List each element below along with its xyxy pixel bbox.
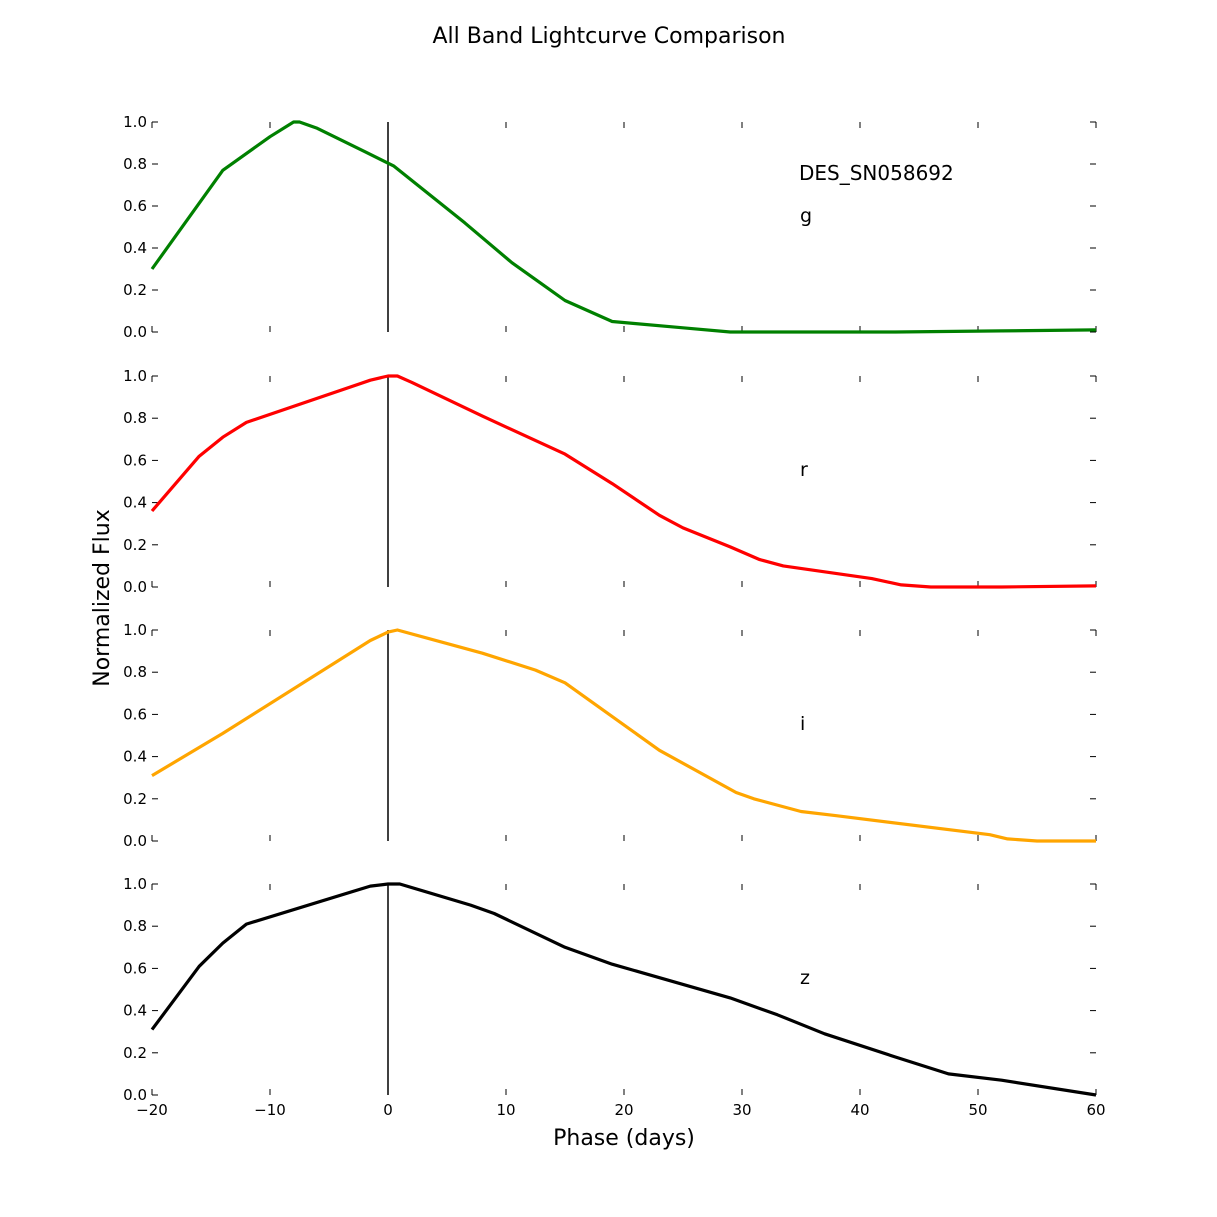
y-tick-label: 1.0 [123,875,147,893]
y-axis-label: Normalized Flux [90,509,115,686]
panel-g: 0.0 0.2 0.4 0.6 0.8 1.0 g DES_SN058692 [123,113,1097,341]
figure-title: All Band Lightcurve Comparison [433,24,786,49]
y-tick-label: 1.0 [123,621,147,639]
y-tick-label: 0.8 [123,155,147,173]
band-label-r: r [800,459,808,481]
x-tick-label: 20 [614,1101,633,1119]
panel-r: 0.0 0.2 0.4 0.6 0.8 1.0 r [123,367,1097,596]
y-tick-label: 0.0 [123,578,147,596]
x-tick-label: −20 [136,1101,168,1119]
y-tick-label: 0.0 [123,1086,147,1104]
y-tick-label: 0.2 [123,281,147,299]
lightcurve-line-z [150,882,1097,1097]
x-tick-label: 30 [732,1101,751,1119]
lightcurve-line-i [151,628,1096,843]
y-tick-label: 0.6 [123,705,147,723]
y-tick-label: 0.8 [123,409,147,427]
lightcurve-line-r [150,374,1097,589]
x-tick-label: 0 [383,1101,393,1119]
x-tick-label: −10 [254,1101,286,1119]
panel-z: 0.0 0.2 0.4 0.6 0.8 1.0 z [123,875,1097,1104]
x-tick-label: 60 [1086,1101,1105,1119]
y-tick-label: 0.2 [123,536,147,554]
y-tick-label: 1.0 [123,113,147,131]
lightcurve-line-g [150,120,1097,334]
x-tick-label: 40 [850,1101,869,1119]
x-tick-label: 10 [496,1101,515,1119]
y-tick-label: 0.4 [123,1002,147,1020]
y-tick-label: 0.2 [123,790,147,808]
y-tick-label: 0.0 [123,323,147,341]
y-tick-label: 0.6 [123,451,147,469]
band-label-i: i [800,713,805,735]
y-tick-label: 0.8 [123,917,147,935]
band-label-z: z [800,967,810,989]
y-tick-label: 0.4 [123,239,147,257]
band-label-g: g [800,205,812,227]
y-tick-label: 0.4 [123,748,147,766]
x-tick-label: 50 [968,1101,987,1119]
object-name-label: DES_SN058692 [799,161,954,185]
panels-group: 0.0 0.2 0.4 0.6 0.8 1.0 g DES_SN058692 0.0 0.2 0.4… [123,113,1105,1119]
x-axis-label: Phase (days) [553,1126,695,1151]
panel-i: 0.0 0.2 0.4 0.6 0.8 1.0 i [123,621,1097,850]
y-tick-label: 1.0 [123,367,147,385]
y-tick-label: 0.8 [123,663,147,681]
y-tick-label: 0.6 [123,959,147,977]
y-tick-label: 0.6 [123,197,147,215]
y-tick-label: 0.2 [123,1044,147,1062]
y-tick-label: 0.4 [123,494,147,512]
y-tick-label: 0.0 [123,832,147,850]
